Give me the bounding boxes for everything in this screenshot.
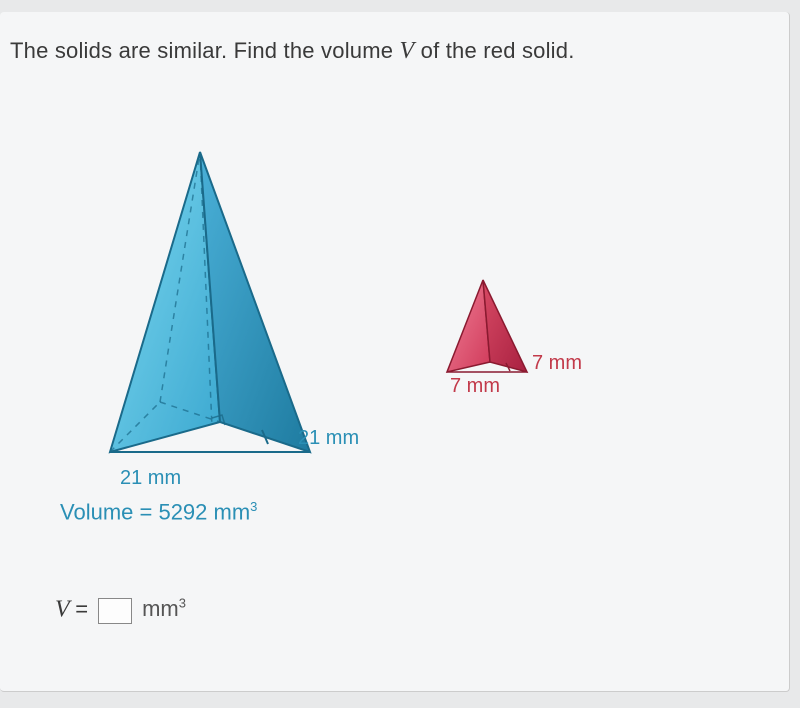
blue-pyramid-svg [90,142,350,472]
blue-volume-label: Volume = 5292 mm3 [60,499,257,525]
answer-unit-exp: 3 [179,596,186,611]
question-text: The solids are similar. Find the volume … [10,38,575,65]
equals-sign: = [75,596,88,621]
blue-base-front-label: 21 mm [120,467,181,490]
question-suffix: of the red solid. [414,38,574,63]
blue-volume-exp: 3 [250,499,257,514]
answer-var: V [55,596,69,622]
worksheet-page: The solids are similar. Find the volume … [0,12,790,692]
answer-unit: mm3 [142,596,186,621]
answer-unit-text: mm [142,596,179,621]
answer-input-box[interactable] [98,598,132,624]
answer-line: V = mm3 [55,596,186,624]
blue-volume-text: Volume = 5292 mm [60,499,250,524]
question-prefix: The solids are similar. Find the volume [10,38,400,63]
red-pyramid-svg [435,272,545,382]
red-base-right-label: 7 mm [532,352,582,375]
red-base-front-label: 7 mm [450,375,500,398]
question-var: V [400,38,415,64]
blue-base-right-label: 21 mm [298,427,359,450]
